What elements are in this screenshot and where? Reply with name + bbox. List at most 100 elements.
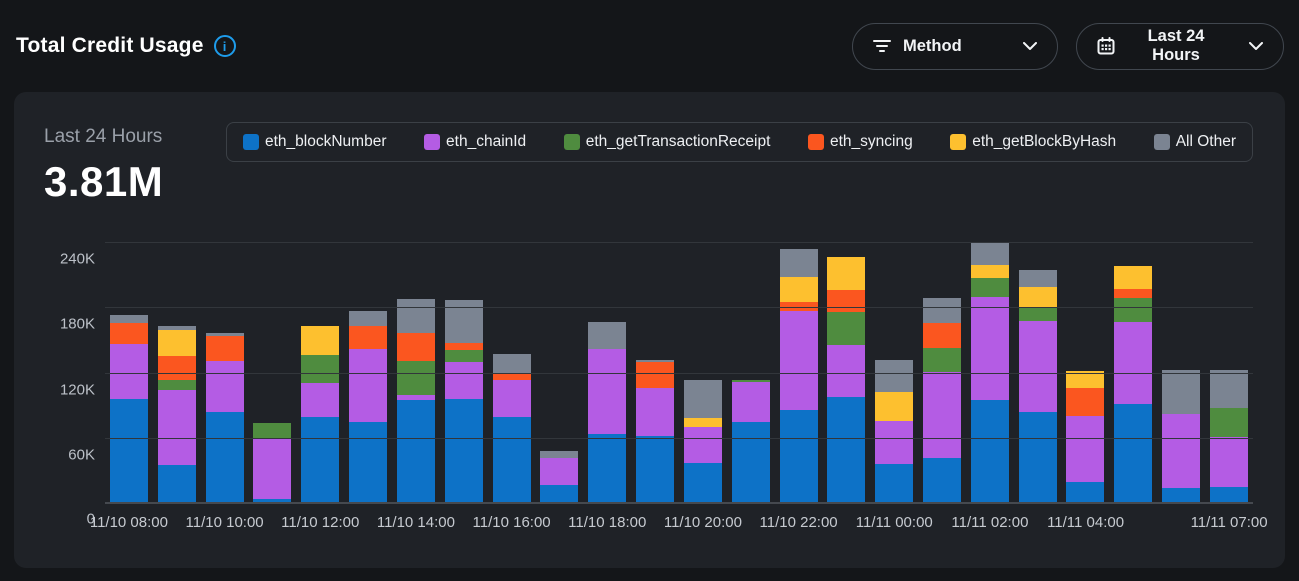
segment-eth_blockNumber[interactable] [970, 400, 1009, 504]
segment-eth_blockNumber[interactable] [492, 417, 531, 504]
stacked-bar-0[interactable] [109, 315, 148, 504]
segment-eth_syncing[interactable] [636, 362, 675, 388]
segment-eth_syncing[interactable] [109, 323, 148, 344]
segment-eth_chainId[interactable] [1066, 416, 1105, 482]
stacked-bar-15[interactable] [827, 257, 866, 504]
stacked-bar-18[interactable] [970, 243, 1009, 504]
segment-eth_getBlockByHash[interactable] [970, 265, 1009, 278]
legend-item-eth_chainId[interactable]: eth_chainId [424, 133, 526, 151]
legend-item-eth_syncing[interactable]: eth_syncing [807, 133, 913, 151]
segment-eth_chainId[interactable] [779, 311, 818, 410]
segment-All Other[interactable] [779, 249, 818, 277]
segment-eth_syncing[interactable] [349, 326, 388, 349]
segment-eth_getTransactionReceipt[interactable] [253, 423, 292, 439]
segment-eth_syncing[interactable] [396, 333, 435, 361]
stacked-bar-1[interactable] [157, 326, 196, 504]
segment-All Other[interactable] [1209, 370, 1248, 408]
segment-eth_blockNumber[interactable] [301, 417, 340, 504]
method-filter-dropdown[interactable]: Method [852, 22, 1058, 70]
segment-eth_getBlockByHash[interactable] [1066, 371, 1105, 388]
stacked-bar-12[interactable] [683, 380, 722, 504]
segment-eth_chainId[interactable] [492, 380, 531, 417]
legend-item-All Other[interactable]: All Other [1153, 133, 1236, 151]
stacked-bar-9[interactable] [540, 451, 579, 504]
legend-item-eth_getBlockByHash[interactable]: eth_getBlockByHash [950, 133, 1116, 151]
segment-eth_blockNumber[interactable] [779, 410, 818, 504]
stacked-bar-13[interactable] [731, 380, 770, 504]
segment-All Other[interactable] [683, 380, 722, 418]
segment-eth_chainId[interactable] [970, 297, 1009, 400]
stacked-bar-8[interactable] [492, 354, 531, 504]
segment-All Other[interactable] [157, 326, 196, 330]
segment-eth_syncing[interactable] [1066, 388, 1105, 416]
segment-All Other[interactable] [875, 360, 914, 392]
segment-All Other[interactable] [396, 299, 435, 333]
stacked-bar-11[interactable] [636, 360, 675, 504]
stacked-bar-19[interactable] [1018, 270, 1057, 504]
segment-All Other[interactable] [109, 315, 148, 323]
segment-All Other[interactable] [540, 451, 579, 458]
segment-eth_chainId[interactable] [636, 388, 675, 436]
segment-eth_blockNumber[interactable] [1018, 412, 1057, 504]
time-range-dropdown[interactable]: Last 24 Hours [1076, 22, 1284, 70]
segment-eth_chainId[interactable] [875, 421, 914, 464]
segment-eth_blockNumber[interactable] [683, 463, 722, 504]
segment-eth_getTransactionReceipt[interactable] [301, 355, 340, 383]
segment-eth_getBlockByHash[interactable] [1114, 266, 1153, 289]
segment-eth_blockNumber[interactable] [1209, 487, 1248, 504]
info-icon[interactable]: i [213, 35, 236, 57]
stacked-bar-3[interactable] [253, 423, 292, 504]
segment-eth_chainId[interactable] [827, 345, 866, 397]
segment-eth_chainId[interactable] [444, 362, 483, 399]
segment-eth_blockNumber[interactable] [540, 485, 579, 504]
segment-eth_getBlockByHash[interactable] [157, 330, 196, 356]
segment-eth_chainId[interactable] [588, 349, 627, 434]
segment-eth_chainId[interactable] [1162, 414, 1201, 488]
segment-eth_syncing[interactable] [444, 343, 483, 350]
segment-All Other[interactable] [1162, 370, 1201, 414]
stacked-bar-2[interactable] [205, 333, 244, 504]
segment-eth_syncing[interactable] [492, 373, 531, 380]
segment-eth_chainId[interactable] [1114, 322, 1153, 404]
segment-eth_chainId[interactable] [157, 390, 196, 465]
legend-item-eth_getTransactionReceipt[interactable]: eth_getTransactionReceipt [563, 133, 770, 151]
stacked-bar-23[interactable] [1209, 370, 1248, 504]
segment-eth_chainId[interactable] [922, 372, 961, 458]
segment-eth_chainId[interactable] [540, 458, 579, 485]
stacked-bar-4[interactable] [301, 326, 340, 504]
segment-eth_chainId[interactable] [396, 395, 435, 400]
segment-All Other[interactable] [205, 333, 244, 336]
stacked-bar-21[interactable] [1114, 266, 1153, 504]
segment-eth_blockNumber[interactable] [827, 397, 866, 504]
segment-eth_getTransactionReceipt[interactable] [970, 278, 1009, 297]
segment-All Other[interactable] [588, 322, 627, 349]
segment-eth_syncing[interactable] [779, 302, 818, 311]
segment-eth_blockNumber[interactable] [636, 436, 675, 504]
segment-eth_getTransactionReceipt[interactable] [444, 350, 483, 362]
segment-eth_chainId[interactable] [683, 427, 722, 463]
segment-eth_getBlockByHash[interactable] [683, 418, 722, 427]
stacked-bar-14[interactable] [779, 249, 818, 504]
segment-eth_syncing[interactable] [827, 290, 866, 312]
segment-eth_blockNumber[interactable] [253, 499, 292, 504]
segment-eth_getTransactionReceipt[interactable] [731, 380, 770, 382]
segment-eth_blockNumber[interactable] [157, 465, 196, 504]
legend-item-eth_blockNumber[interactable]: eth_blockNumber [243, 133, 386, 151]
segment-All Other[interactable] [349, 311, 388, 326]
segment-All Other[interactable] [636, 360, 675, 362]
segment-eth_getTransactionReceipt[interactable] [1114, 298, 1153, 322]
segment-eth_getBlockByHash[interactable] [827, 257, 866, 290]
segment-eth_chainId[interactable] [731, 382, 770, 422]
segment-eth_chainId[interactable] [1209, 437, 1248, 487]
segment-eth_syncing[interactable] [922, 323, 961, 348]
segment-eth_blockNumber[interactable] [1162, 488, 1201, 504]
segment-eth_syncing[interactable] [157, 356, 196, 380]
segment-eth_chainId[interactable] [1018, 321, 1057, 412]
segment-eth_blockNumber[interactable] [444, 399, 483, 504]
segment-eth_getBlockByHash[interactable] [301, 326, 340, 355]
stacked-bar-20[interactable] [1066, 371, 1105, 504]
segment-All Other[interactable] [1018, 270, 1057, 287]
segment-eth_syncing[interactable] [1114, 289, 1153, 298]
segment-eth_chainId[interactable] [301, 383, 340, 417]
stacked-bar-22[interactable] [1162, 370, 1201, 504]
